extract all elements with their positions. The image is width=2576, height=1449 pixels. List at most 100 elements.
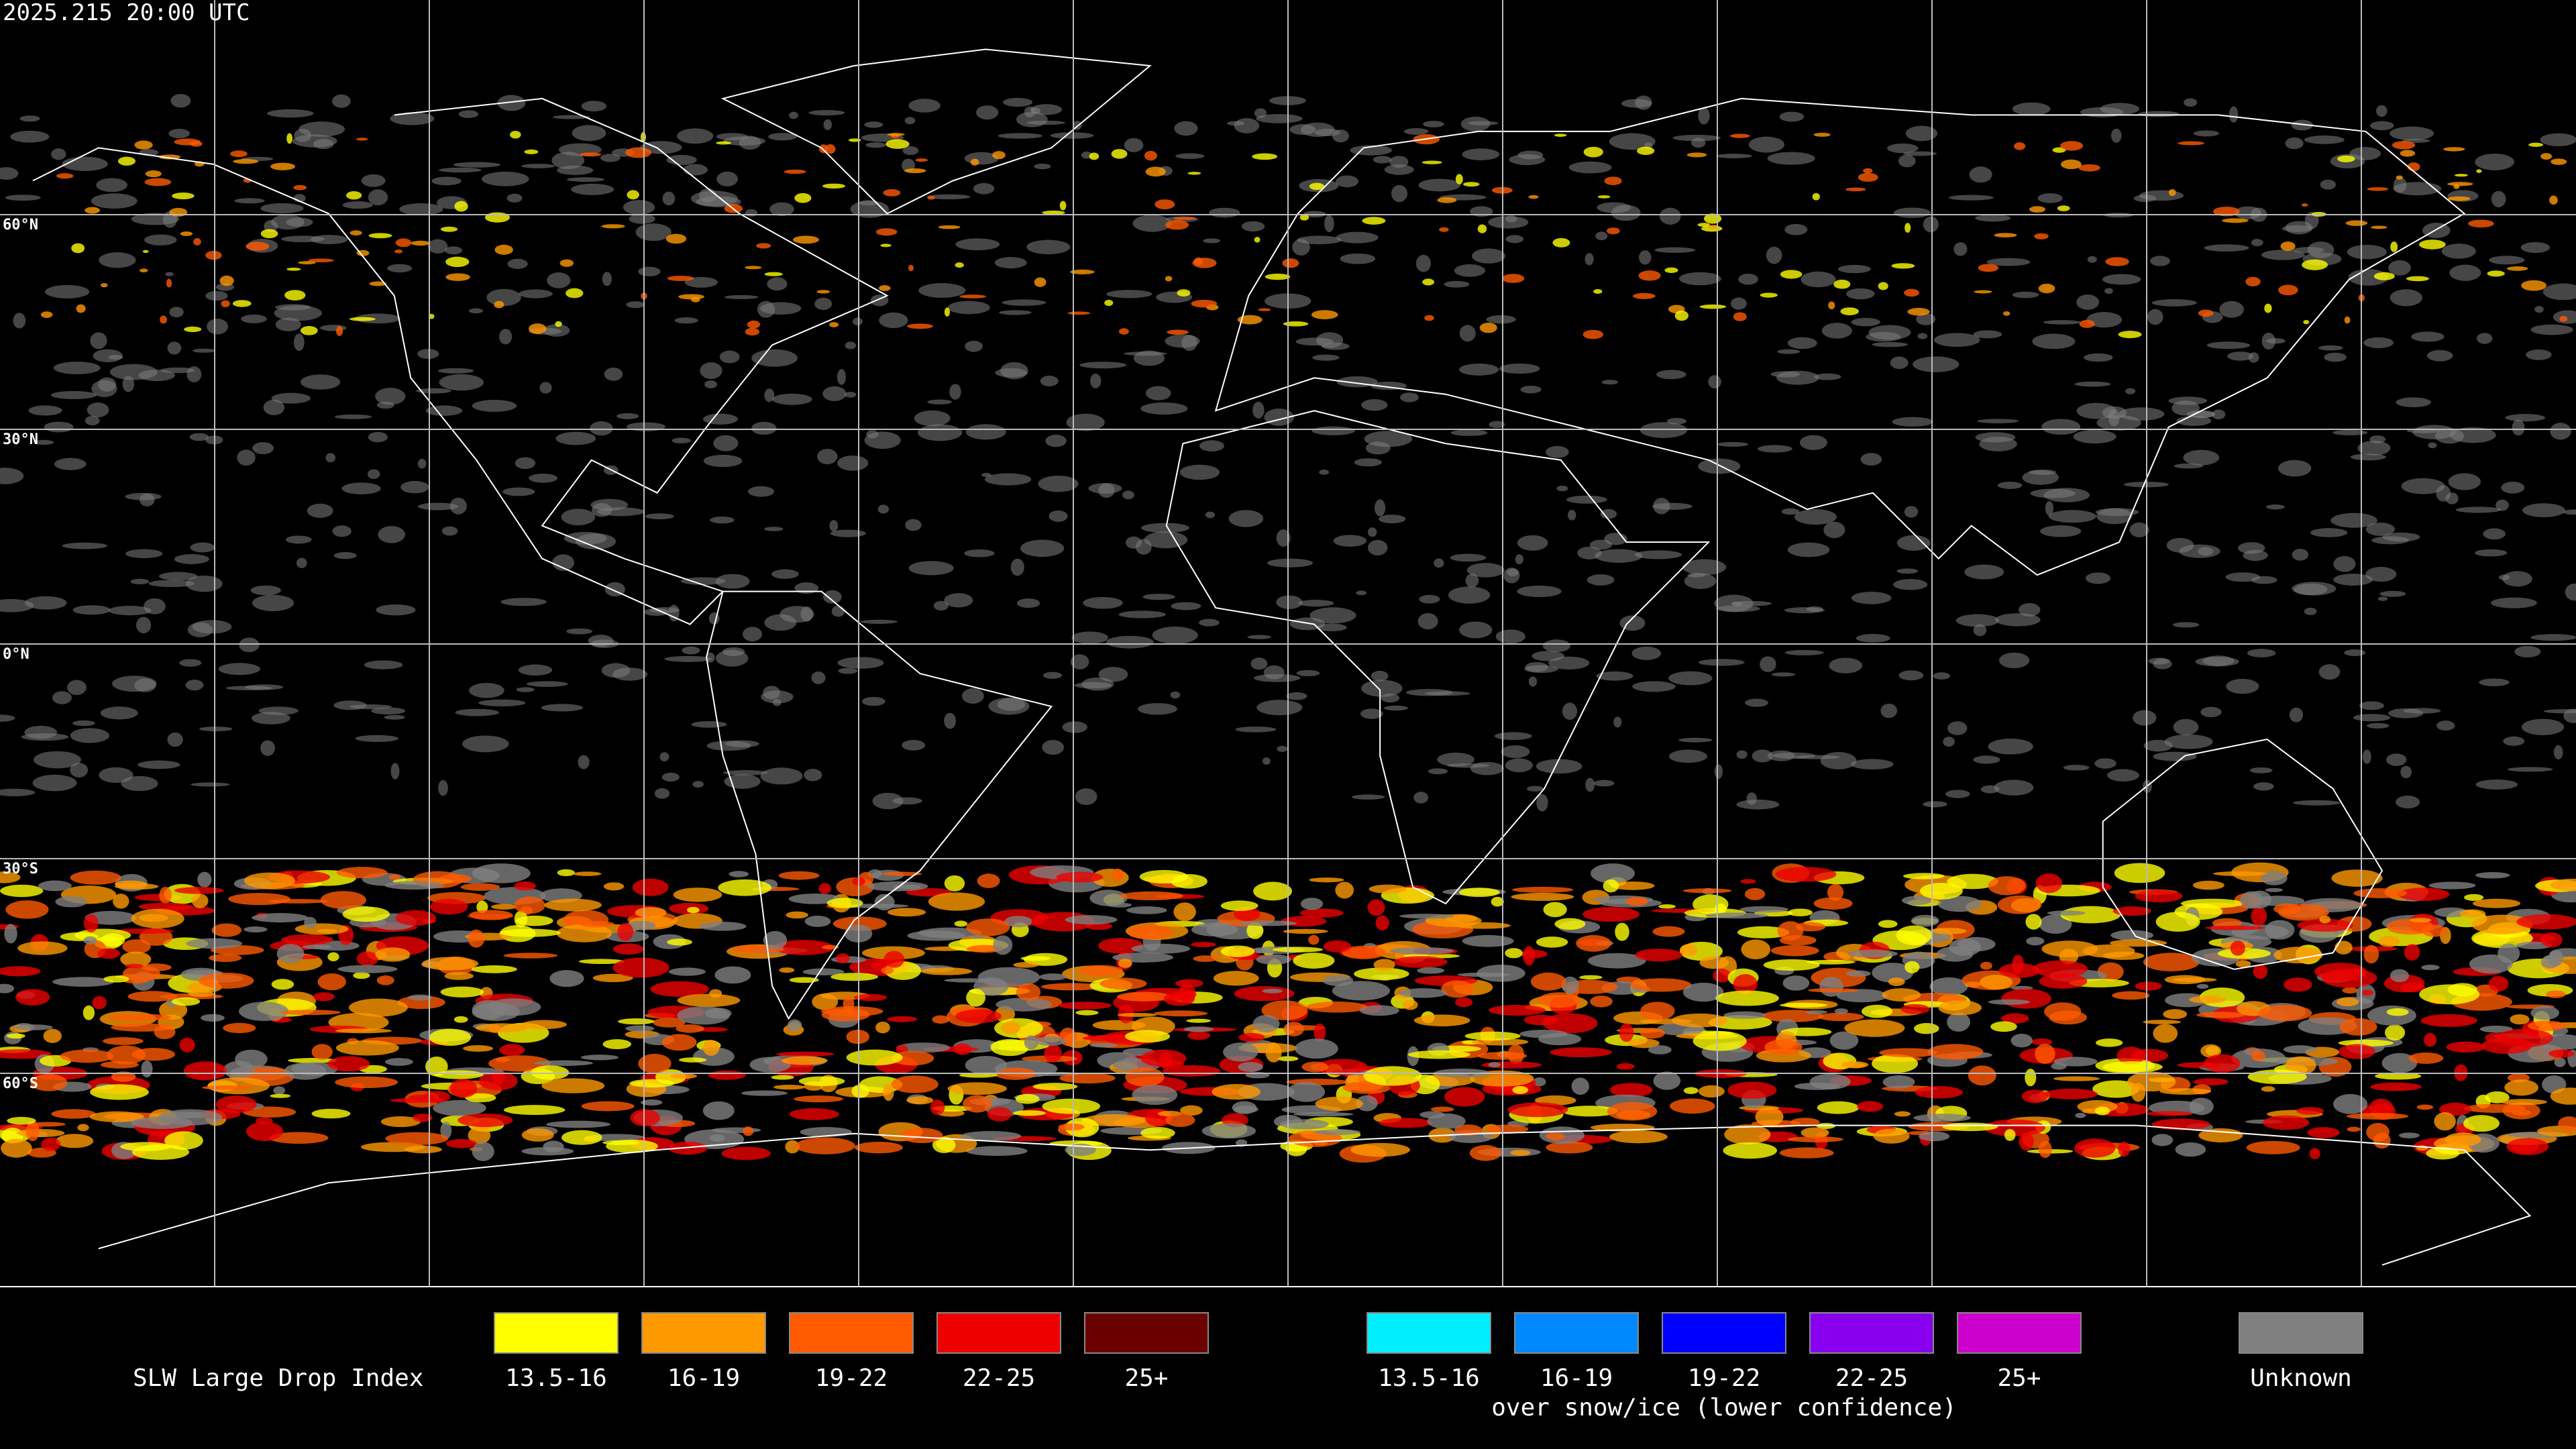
cloud-patch [769,202,794,217]
storm-patch [1402,1000,1418,1010]
storm-patch [804,915,831,927]
cloud-patch [2565,583,2576,601]
storm-patch [1914,1022,1939,1034]
cloud-patch [1613,716,1622,728]
storm-patch [335,1076,398,1088]
storm-patch [1727,1081,1777,1099]
cloud-patch [1062,721,1088,733]
storm-patch [468,1126,491,1144]
storm-patch [52,977,115,987]
cloud-patch [2396,397,2431,408]
storm-patch [618,1018,655,1025]
cloud-patch [2363,337,2394,348]
storm-patch [1107,902,1132,908]
cloud-patch [1851,317,1880,327]
storm-patch [2471,914,2533,934]
cloud-patch [1698,458,1741,474]
storm-patch [1582,906,1640,922]
cloud-patch [808,110,845,116]
cloud-patch [1138,703,1177,715]
storm-patch [875,228,898,236]
storm-patch [2109,939,2167,947]
cloud-patch [2032,333,2076,350]
storm-patch [764,272,783,276]
cloud-patch [384,714,405,720]
storm-patch [1283,928,1328,934]
storm-patch [965,1146,1028,1157]
cloud-patch [292,134,337,148]
cloud-patch [2357,440,2391,456]
storm-patch [320,891,367,909]
cloud-patch [1494,732,1532,741]
cloud-patch [1536,794,1548,812]
cloud-patch [1505,235,1524,244]
storm-patch [2278,284,2298,296]
cloud-patch [1595,549,1643,563]
storm-patch [1628,1038,1660,1049]
cloud-patch [2359,701,2384,710]
storm-patch [350,230,362,236]
storm-patch [885,139,910,149]
cloud-patch [2353,714,2391,722]
cloud-patch [2320,179,2337,190]
storm-patch [966,988,985,1007]
storm-patch [1775,867,1837,882]
storm-patch [422,957,479,971]
cloud-patch [1568,161,1612,174]
cloud-patch [1556,485,1568,492]
storm-patch [304,916,317,928]
storm-patch [349,317,376,321]
storm-patch [1597,195,1611,199]
storm-patch [1760,292,1778,298]
cloud-patch [1820,752,1857,769]
cloud-patch [814,297,833,311]
storm-patch [1829,1031,1859,1050]
cloud-patch [2147,309,2163,325]
coastline-antarctica [99,1126,2530,1265]
cloud-patch [1503,568,1520,584]
cloud-patch [478,699,526,706]
cloud-patch [2411,331,2445,342]
cloud-patch [1459,325,1476,342]
cloud-patch [2367,722,2390,729]
cloud-patch [1757,445,1792,453]
storm-patch [1741,939,1771,960]
cloud-patch [1973,755,2000,764]
cloud-patch [1297,600,1334,607]
storm-patch [2112,991,2150,1000]
cloud-patch [2550,423,2571,440]
storm-patch [499,928,561,937]
storm-patch [1942,1122,1998,1132]
storm-patch [667,938,692,946]
cloud-patch [1738,273,1758,285]
storm-patch [592,973,633,983]
storm-patch [792,235,820,244]
cloud-patch [1319,469,1330,475]
cloud-patch [2086,312,2123,328]
storm-patch [556,924,612,943]
storm-patch [433,1099,486,1116]
cloud-patch [2540,133,2576,146]
cloud-patch [2041,419,2081,435]
cloud-patch [547,272,571,288]
storm-patch [1510,1149,1531,1156]
cloud-patch [772,393,812,405]
storm-patch [883,951,905,968]
storm-patch [1367,899,1385,916]
storm-patch [395,238,412,248]
storm-patch [2424,1032,2437,1047]
cloud-patch [822,590,842,604]
cloud-patch [1794,508,1837,525]
cloud-patch [2173,718,2199,736]
cloud-patch [1448,586,1491,604]
storm-patch [444,972,474,980]
cloud-patch [2390,126,2434,141]
cloud-patch [44,421,74,433]
storm-patch [2342,987,2359,994]
legend-label: 16-19 [667,1364,740,1392]
storm-patch [716,141,731,145]
storm-patch [1737,926,1790,938]
storm-patch [1163,991,1195,1006]
cloud-patch [1296,669,1320,677]
storm-patch [2454,174,2468,177]
